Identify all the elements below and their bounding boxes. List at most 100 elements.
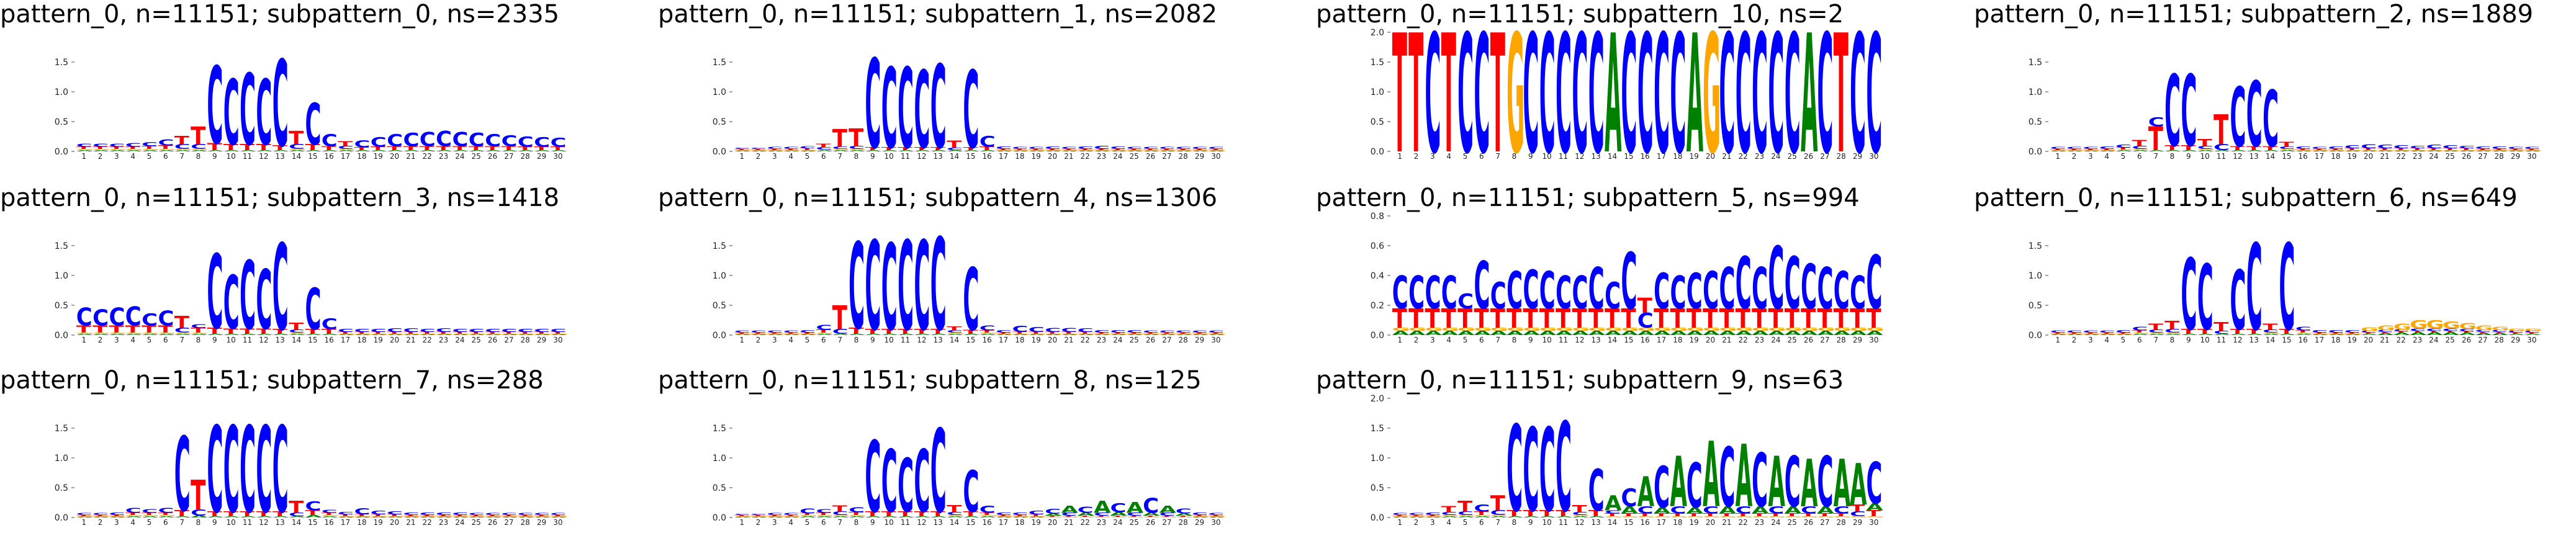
- logo-letter-t: T: [1474, 511, 1489, 516]
- logo-letter-g: G: [2197, 149, 2215, 151]
- logo-letter-g: G: [832, 149, 850, 151]
- logo-letter-t: T: [996, 515, 1011, 517]
- logo-letter-g: G: [158, 515, 176, 517]
- logo-letter-t: T: [469, 515, 484, 517]
- logo-letter-c: C: [1768, 504, 1784, 516]
- logo-letter-c: C: [2197, 145, 2213, 150]
- x-tick-label: 7: [1495, 518, 1500, 527]
- logo-letter-g: G: [734, 150, 752, 151]
- logo-letter-c: C: [158, 307, 174, 331]
- logo-letter-c: C: [1817, 1, 1833, 191]
- logo-letter-a: A: [354, 334, 371, 336]
- logo-letter-a: A: [76, 517, 94, 518]
- logo-letter-g: G: [338, 334, 356, 335]
- logo-panel: pattern_0, n=11151; subpattern_2, ns=188…: [1974, 0, 2576, 180]
- logo-letter-a: A: [816, 150, 833, 152]
- y-tick-label: 1.0: [713, 87, 726, 97]
- x-tick-label: 24: [2429, 152, 2438, 161]
- logo-letter-g: G: [1127, 150, 1145, 151]
- logo-letter-c: C: [849, 219, 865, 356]
- logo-letter-c: C: [1143, 331, 1159, 334]
- logo-letter-g: G: [2426, 318, 2444, 331]
- x-tick-label: 8: [1512, 336, 1517, 344]
- logo-letter-c: C: [1176, 508, 1192, 515]
- logo-letter-a: A: [2279, 150, 2296, 152]
- x-tick-label: 10: [1542, 152, 1552, 161]
- x-tick-label: 20: [1048, 336, 1057, 344]
- logo-letter-g: G: [142, 515, 160, 517]
- logo-letter-t: T: [322, 512, 337, 516]
- logo-letter-g: G: [1703, 327, 1721, 332]
- x-tick-label: 27: [1820, 152, 1829, 161]
- logo-letter-a: A: [387, 334, 404, 336]
- logo-letter-t: T: [914, 146, 929, 151]
- logo-letter-c: C: [289, 143, 305, 151]
- logo-letter-t: T: [783, 333, 798, 334]
- logo-letter-c: C: [1474, 1, 1490, 191]
- logo-panel: pattern_0, n=11151; subpattern_0, ns=233…: [0, 0, 639, 180]
- logo-letter-c: C: [1078, 146, 1094, 150]
- x-tick-label: 22: [423, 518, 432, 527]
- logo-letter-c: C: [1834, 504, 1850, 516]
- logo-letter-c: C: [2312, 329, 2328, 333]
- logo-letter-t: T: [436, 515, 451, 517]
- logo-letter-a: A: [371, 150, 388, 152]
- x-tick-label: 1: [1397, 336, 1402, 344]
- logo-letter-t: T: [1703, 512, 1718, 517]
- logo-letter-g: G: [387, 334, 405, 335]
- logo-panel: pattern_0, n=11151; subpattern_5, ns=994…: [1316, 184, 1955, 364]
- logo-letter-t: T: [1392, 515, 1407, 517]
- logo-letter-c: C: [996, 329, 1012, 333]
- logo-letter-t: T: [371, 146, 386, 151]
- x-tick-label: 19: [2348, 336, 2357, 344]
- logo-letter-t: T: [1029, 514, 1044, 517]
- logo-letter-t: T: [799, 513, 815, 516]
- logo-letter-c: C: [436, 512, 452, 516]
- x-tick-label: 7: [837, 152, 842, 161]
- logo-letter-c: C: [783, 147, 799, 150]
- x-tick-label: 5: [147, 336, 152, 344]
- logo-letter-t: T: [2246, 328, 2261, 336]
- logo-letter-a: A: [849, 334, 866, 336]
- logo-letter-a: A: [1061, 334, 1078, 336]
- x-tick-label: 28: [1179, 518, 1188, 527]
- logo-letter-c: C: [1670, 504, 1686, 516]
- chart-title: pattern_0, n=11151; subpattern_6, ns=649: [1974, 184, 2518, 212]
- logo-letter-a: A: [2508, 334, 2525, 336]
- logo-letter-c: C: [338, 145, 354, 150]
- x-tick-label: 2: [756, 152, 761, 161]
- logo-letter-g: G: [1061, 517, 1079, 518]
- logo-letter-c: C: [76, 143, 92, 148]
- x-tick-label: 21: [1064, 518, 1073, 527]
- logo-letter-c: C: [832, 146, 849, 150]
- x-tick-label: 30: [1211, 518, 1220, 527]
- logo-letter-a: A: [1474, 329, 1490, 336]
- logo-letter-a: A: [898, 334, 915, 336]
- x-tick-label: 15: [308, 152, 317, 161]
- logo-letter-c: C: [322, 132, 338, 150]
- x-tick-label: 17: [999, 336, 1008, 344]
- logo-letter-c: C: [240, 241, 256, 351]
- x-tick-label: 14: [1608, 152, 1617, 161]
- logo-letter-g: G: [2492, 326, 2510, 331]
- logo-letter-a: A: [485, 150, 502, 152]
- x-tick-label: 20: [390, 152, 399, 161]
- x-tick-label: 11: [901, 336, 910, 344]
- logo-letter-c: C: [256, 61, 272, 166]
- x-tick-label: 7: [1495, 336, 1500, 344]
- logo-letter-g: G: [1834, 516, 1852, 518]
- logo-letter-t: T: [783, 515, 798, 517]
- logo-letter-c: C: [1637, 309, 1654, 333]
- logo-letter-a: A: [2361, 334, 2378, 336]
- logo-letter-g: G: [1605, 327, 1623, 332]
- logo-letter-g: G: [1866, 516, 1884, 518]
- x-tick-label: 26: [1804, 336, 1813, 344]
- logo-letter-t: T: [2361, 148, 2376, 151]
- logo-letter-c: C: [898, 216, 914, 359]
- logo-letter-c: C: [2263, 329, 2279, 334]
- logo-letter-t: T: [1192, 515, 1207, 517]
- logo-letter-c: C: [1736, 504, 1752, 516]
- x-tick-label: 2: [756, 336, 761, 344]
- x-tick-label: 24: [1113, 518, 1122, 527]
- x-tick-label: 1: [2055, 152, 2060, 161]
